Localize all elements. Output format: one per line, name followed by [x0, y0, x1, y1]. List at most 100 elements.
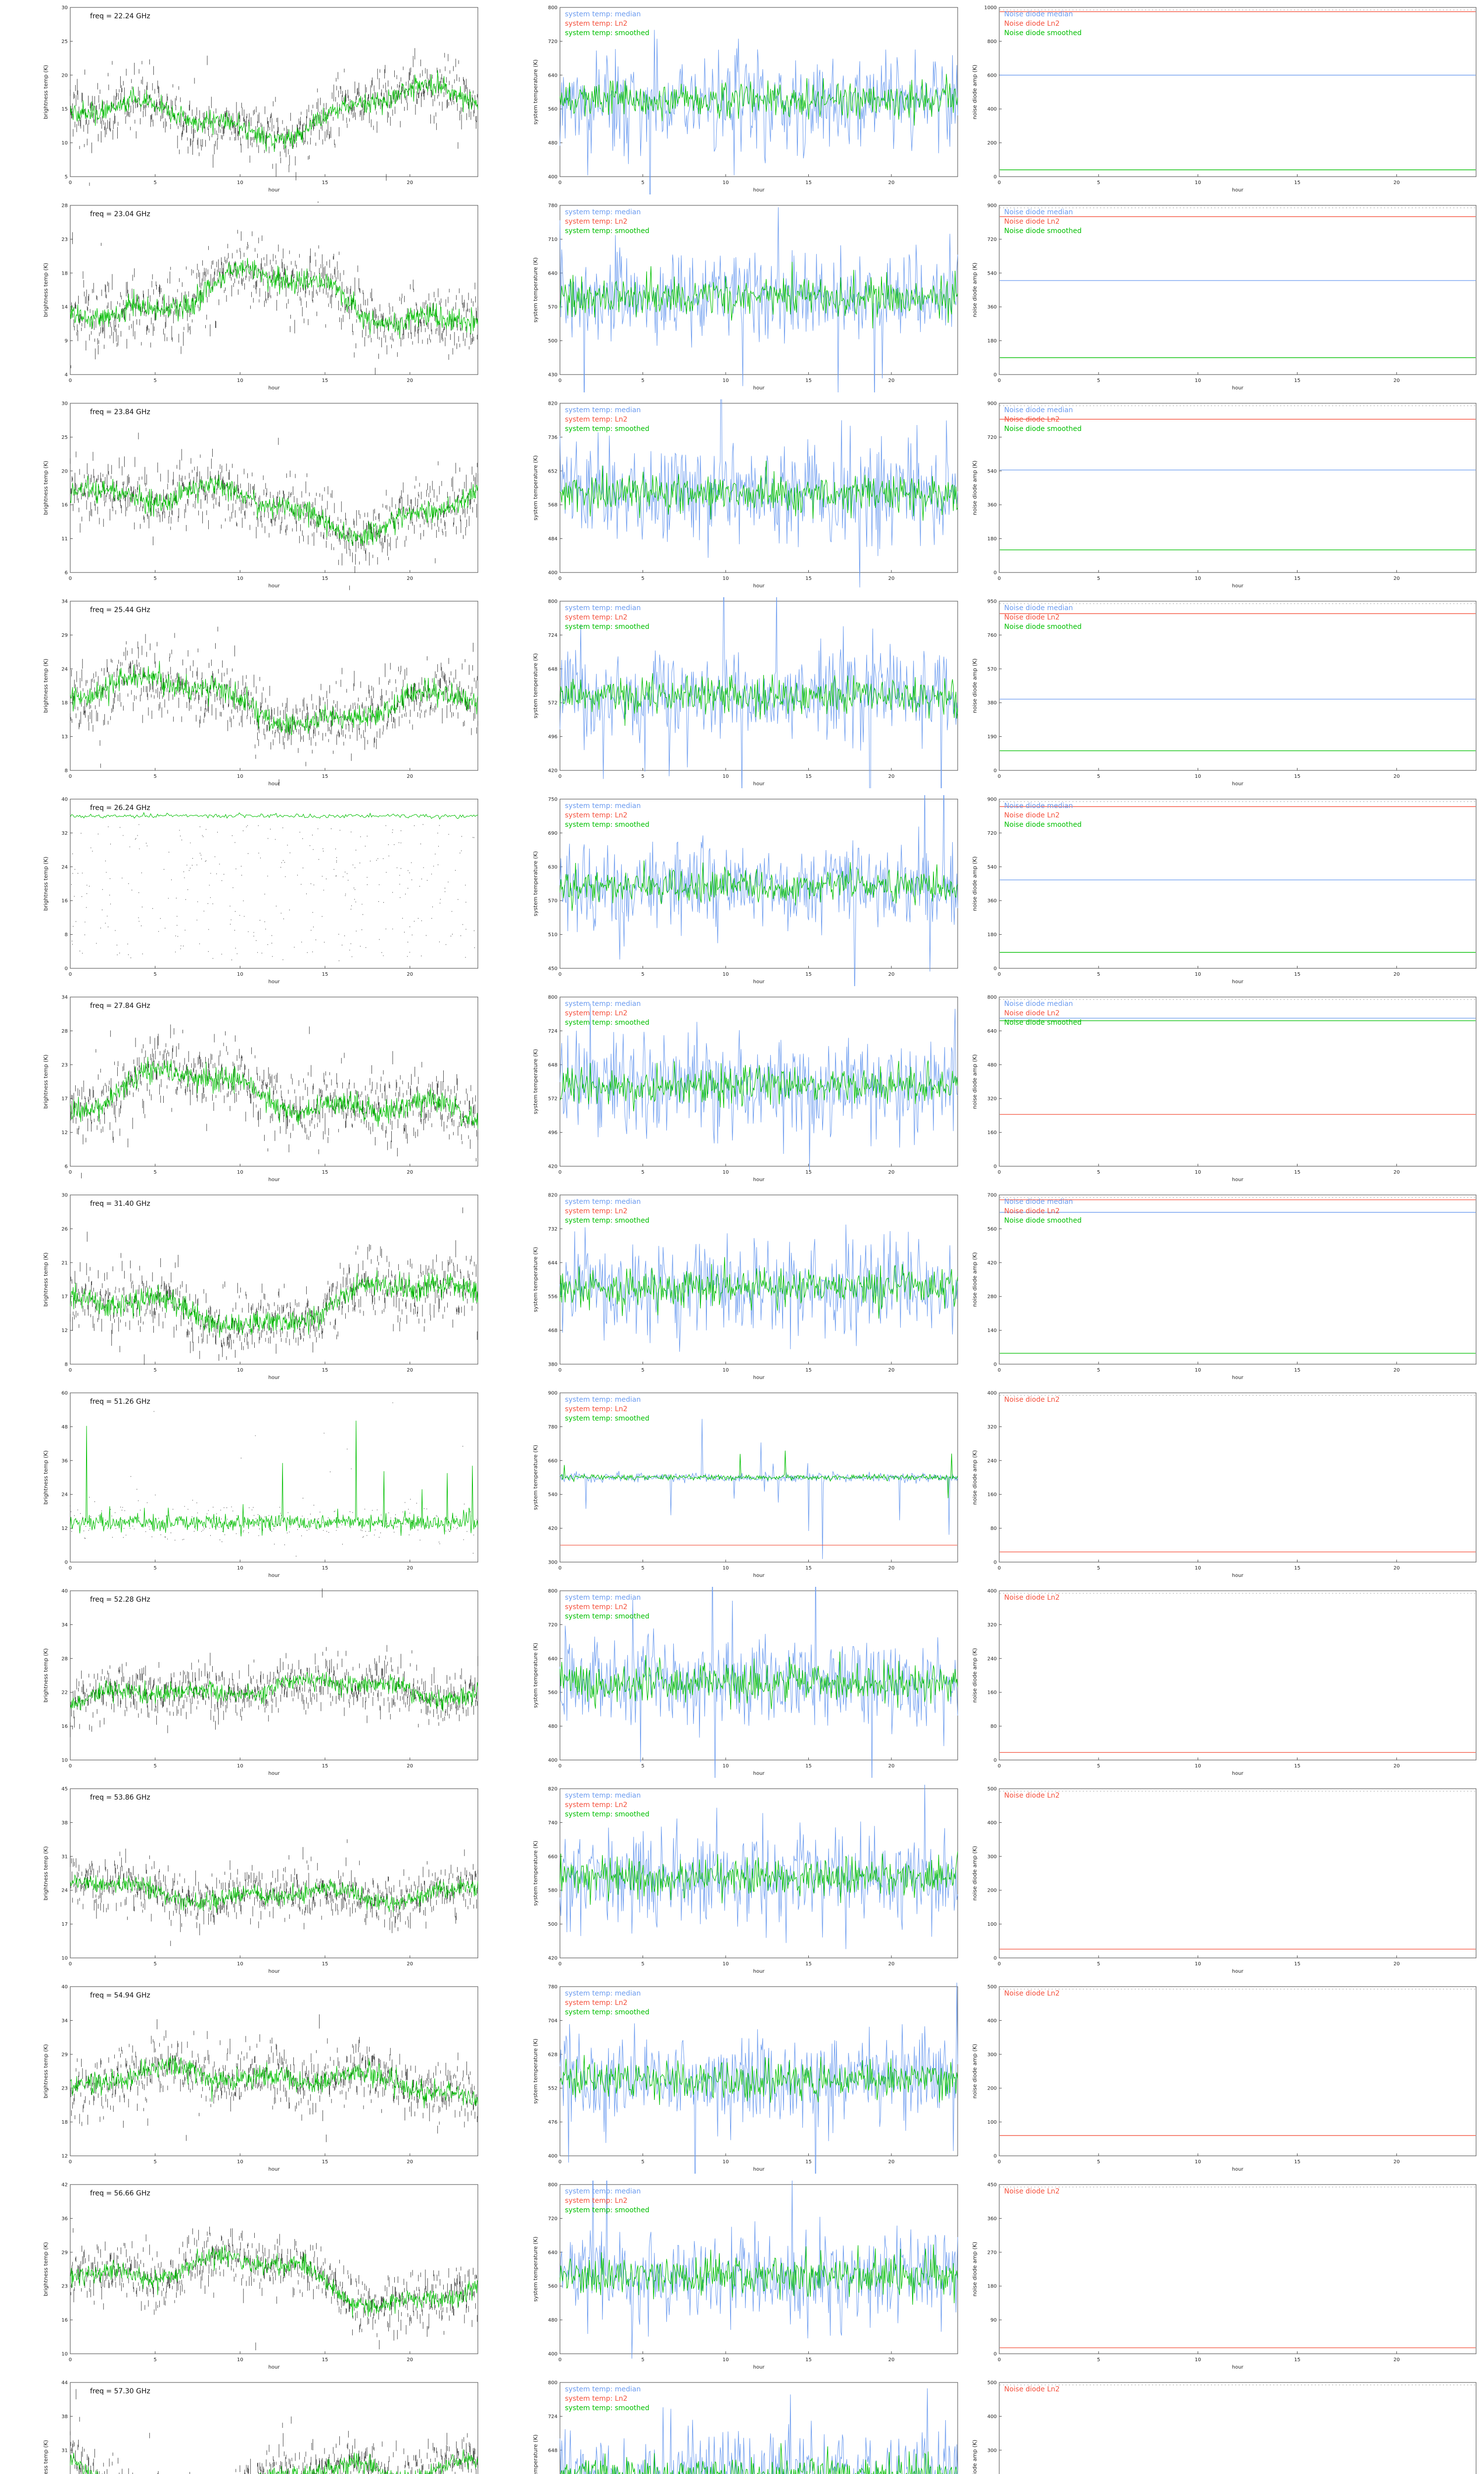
legend-item: Noise diode median: [1004, 604, 1073, 612]
legend-item: Noise diode Ln2: [1004, 20, 1060, 28]
x-tick-label: 15: [1294, 1170, 1300, 1175]
y-tick-label: 648: [548, 2448, 557, 2453]
system-temp-plot: 0 5 10 15 20 380 468 556 644 732 820 system tempera…: [529, 1191, 965, 1382]
system-temp-plot: 0 5 10 15 20 420 496 572 648 724 800 system tempera…: [529, 993, 965, 1184]
y-tick-label: 29: [61, 2250, 68, 2255]
x-tick-label: 10: [723, 1368, 729, 1373]
legend-item: system temp: median: [565, 406, 641, 414]
x-tick-label: 0: [998, 576, 1001, 581]
y-tick-label: 0: [994, 2154, 997, 2159]
y-tick-label: 496: [548, 1130, 557, 1136]
x-tick-label: 20: [1393, 1763, 1400, 1769]
x-tick-label: 20: [407, 1170, 413, 1175]
x-axis-label: hour: [753, 2365, 765, 2370]
x-tick-label: 15: [322, 2357, 328, 2363]
y-tick-label: 420: [548, 1526, 557, 1531]
legend-item: system temp: smoothed: [565, 2008, 649, 2016]
x-tick-label: 20: [1393, 1368, 1400, 1373]
x-tick-label: 10: [1195, 180, 1201, 186]
y-tick-label: 240: [987, 1458, 997, 1464]
x-tick-label: 20: [407, 1763, 413, 1769]
y-axis-label: noise diode amp (K): [972, 2242, 978, 2297]
x-tick-label: 15: [805, 576, 812, 581]
y-tick-label: 652: [548, 469, 557, 474]
freq-label: freq = 22.24 GHz: [90, 12, 150, 20]
x-tick-label: 15: [805, 1961, 812, 1967]
x-tick-label: 10: [237, 378, 243, 383]
x-tick-label: 15: [805, 1170, 812, 1175]
y-tick-label: 100: [987, 1922, 997, 1927]
x-tick-label: 20: [1393, 1170, 1400, 1175]
legend-item: system temp: smoothed: [565, 821, 649, 829]
y-tick-label: 180: [987, 2284, 997, 2289]
system-temp-smoothed-line: [559, 1651, 958, 1710]
system-temp-smoothed-line: [559, 860, 958, 911]
x-tick-label: 0: [69, 1961, 72, 1967]
x-tick-label: 15: [805, 2159, 812, 2165]
y-axis-label: noise diode amp (K): [972, 2440, 978, 2474]
plot-frame: [559, 205, 958, 375]
x-axis-label: hour: [269, 1177, 280, 1183]
x-tick-label: 0: [69, 2159, 72, 2165]
x-tick-label: 10: [1195, 378, 1201, 383]
x-axis-label: hour: [269, 1573, 280, 1578]
x-axis-label: hour: [753, 1177, 765, 1183]
y-tick-label: 400: [987, 1589, 997, 1594]
y-tick-label: 900: [987, 401, 997, 407]
sky-temp-samples: [70, 1402, 477, 1557]
y-tick-label: 400: [987, 2018, 997, 2024]
x-tick-label: 20: [407, 1368, 413, 1373]
noise-diode-plot: 0 5 10 15 20 0 80 160 240 320 400 noise diode amp (…: [969, 1389, 1483, 1580]
y-tick-label: 400: [548, 175, 557, 180]
y-tick-label: 40: [61, 797, 68, 803]
legend-item: system temp: smoothed: [565, 1019, 649, 1027]
x-axis-label: hour: [1232, 1969, 1244, 1974]
y-tick-label: 24: [61, 1492, 68, 1498]
x-tick-label: 10: [237, 2159, 243, 2165]
x-tick-label: 5: [1097, 1566, 1100, 1571]
y-tick-label: 568: [548, 503, 557, 508]
x-tick-label: 10: [237, 1170, 243, 1175]
y-axis-label: noise diode amp (K): [972, 1450, 978, 1505]
y-tick-label: 40: [61, 1589, 68, 1594]
system-temp-median-line: [559, 2181, 958, 2359]
legend-item: system temp: Ln2: [565, 20, 627, 28]
y-tick-label: 420: [548, 1164, 557, 1170]
y-tick-label: 60: [61, 1391, 68, 1396]
system-temp-smoothed-line: [559, 2055, 958, 2105]
y-tick-label: 320: [987, 1425, 997, 1430]
y-tick-label: 24: [61, 864, 68, 870]
x-tick-label: 5: [641, 1961, 644, 1967]
y-tick-label: 17: [61, 1294, 68, 1300]
x-tick-label: 20: [407, 774, 413, 779]
y-tick-label: 400: [987, 2414, 997, 2420]
x-axis-label: hour: [269, 781, 280, 787]
frequency-row: 0 5 10 15 20 8 13 18 24 29 34 brightness temp (K) ho…: [0, 594, 1484, 792]
y-tick-label: 0: [994, 1560, 997, 1566]
sky-temp-samples: [70, 626, 478, 786]
x-tick-label: 15: [1294, 1961, 1300, 1967]
x-tick-label: 5: [153, 1763, 156, 1769]
plot-frame: [559, 1788, 958, 1958]
x-tick-label: 5: [1097, 2357, 1100, 2363]
x-tick-label: 0: [998, 1961, 1001, 1967]
y-tick-label: 484: [548, 536, 557, 542]
x-tick-label: 20: [1393, 180, 1400, 186]
legend-item: system temp: Ln2: [565, 1603, 627, 1611]
plot-frame: [559, 403, 958, 573]
y-tick-label: 18: [61, 701, 68, 706]
y-tick-label: 630: [548, 864, 557, 870]
legend-item: system temp: Ln2: [565, 614, 627, 621]
x-tick-label: 20: [888, 774, 895, 779]
y-tick-label: 780: [548, 203, 557, 209]
noise-diode-plot: 0 5 10 15 20 0 190 380 570 760 950 noise diode amp …: [969, 597, 1483, 788]
y-tick-label: 40: [61, 1985, 68, 1990]
y-axis-label: system temperature (K): [532, 59, 539, 125]
plot-frame: [70, 601, 478, 771]
y-tick-label: 780: [548, 1985, 557, 1990]
system-temp-plot: 0 5 10 15 20 400 484 568 652 736 820 system tempera…: [529, 399, 965, 590]
y-tick-label: 0: [65, 966, 68, 972]
x-axis-label: hour: [269, 583, 280, 589]
system-temp-median-line: [559, 399, 958, 588]
plot-frame: [70, 1392, 478, 1563]
